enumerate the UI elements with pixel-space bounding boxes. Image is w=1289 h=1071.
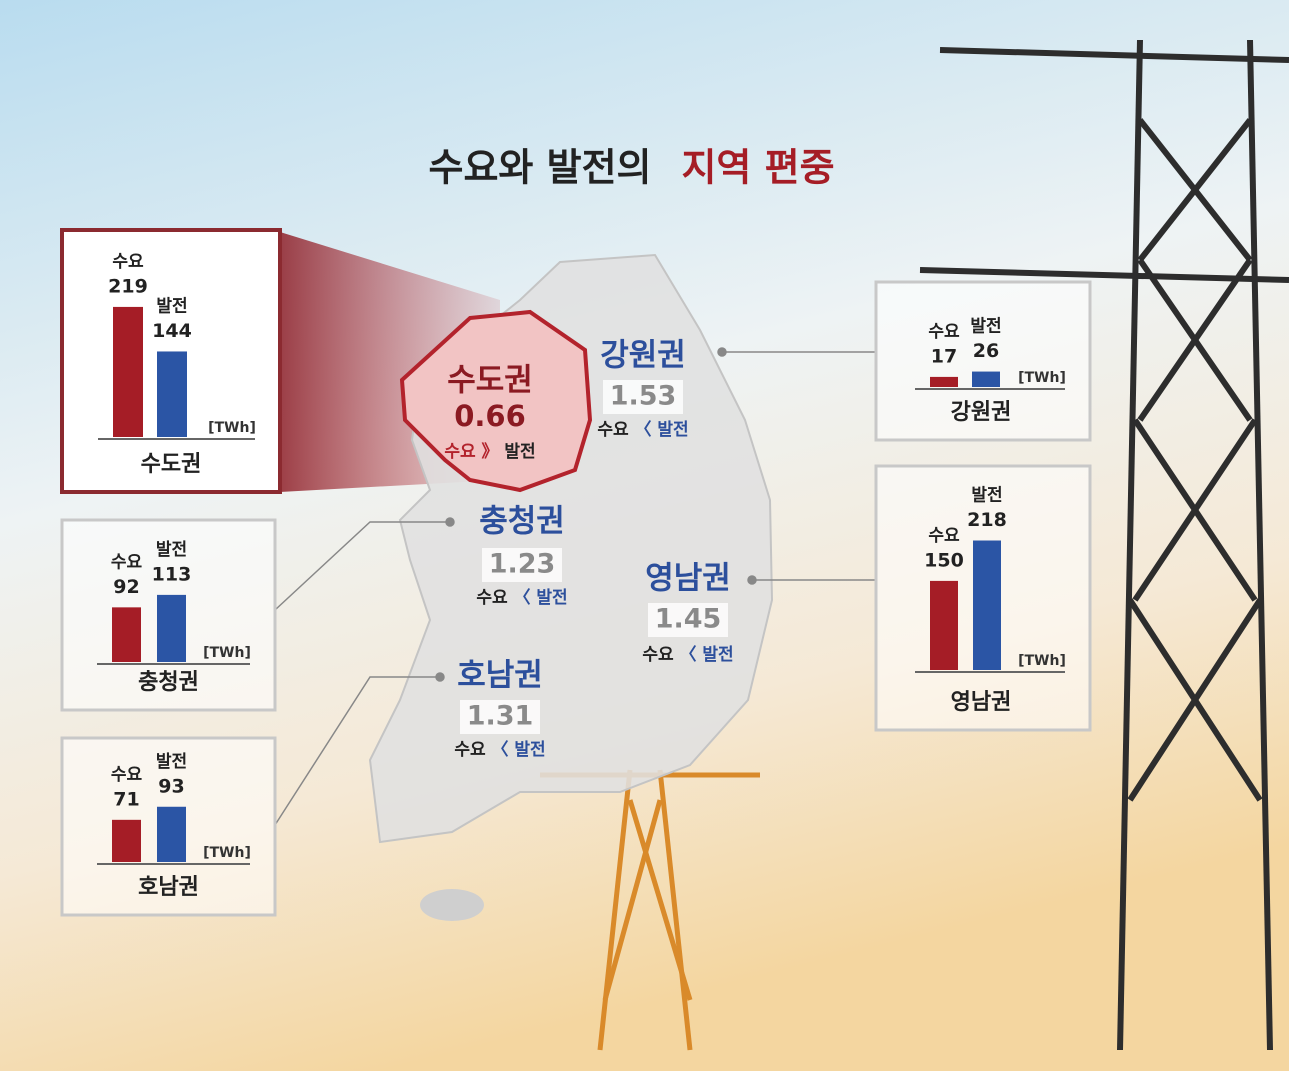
panel (874, 280, 1092, 442)
unit-label: [TWh] (203, 845, 251, 861)
value-label: 150 (924, 549, 964, 571)
relation-right: 발전 (514, 740, 545, 760)
region-name: 수도권 (447, 363, 533, 399)
category-label: 수요 (111, 552, 143, 572)
relation-right: 발전 (657, 420, 688, 440)
bar (112, 607, 141, 662)
panel-title: 호남권 (138, 875, 199, 900)
value-label: 113 (152, 563, 192, 585)
category-label: 발전 (970, 317, 1001, 337)
bar (930, 376, 958, 387)
region-name: 호남권 (457, 658, 543, 694)
panel-title: 충청권 (138, 670, 199, 695)
region-name: 영남권 (645, 561, 731, 597)
title-highlight: 지역 편중 (681, 146, 834, 190)
title: 수요와 발전의 (429, 146, 652, 190)
category-label: 수요 (111, 765, 143, 785)
value-label: 71 (113, 788, 139, 810)
relation-symbol: 》 (482, 441, 499, 462)
relation-left: 수요 (597, 420, 629, 440)
panel-title: 영남권 (951, 690, 1012, 715)
capital-region (399, 309, 593, 493)
region-name: 충청권 (479, 504, 565, 540)
relation-symbol: 〈 (514, 587, 531, 608)
value-label: 92 (113, 576, 139, 598)
category-label: 수요 (112, 252, 144, 272)
unit-label: [TWh] (203, 645, 251, 661)
relation-symbol: 〈 (635, 419, 652, 440)
bar (930, 580, 958, 670)
value-label: 26 (973, 340, 999, 362)
jeju (420, 889, 484, 921)
ratio-box (648, 603, 728, 637)
bar (157, 806, 186, 862)
relation-symbol: 〈 (492, 739, 509, 760)
bar (157, 594, 186, 662)
relation-left: 수요 (642, 645, 674, 665)
relation-left: 수요 (444, 442, 476, 462)
value-label: 144 (152, 320, 192, 342)
region-name: 강원권 (600, 338, 686, 374)
category-label: 발전 (156, 540, 187, 560)
unit-label: [TWh] (1018, 653, 1066, 669)
relation-right: 발전 (504, 442, 535, 462)
unit-label: [TWh] (1018, 370, 1066, 386)
ratio-box (460, 700, 540, 734)
category-label: 수요 (928, 526, 960, 546)
panel (874, 464, 1092, 732)
value-label: 17 (931, 345, 957, 367)
ratio-box (603, 380, 683, 414)
region-ratio: 1.23 (489, 549, 556, 580)
bar (113, 306, 143, 437)
relation-left: 수요 (454, 740, 486, 760)
category-label: 발전 (156, 752, 187, 772)
bar (112, 819, 141, 862)
panel-title: 강원권 (951, 400, 1012, 425)
relation-symbol: 〈 (680, 644, 697, 665)
value-label: 93 (158, 775, 184, 797)
ratio-box (482, 548, 562, 582)
bar (157, 351, 187, 437)
pylon (919, 39, 1289, 1051)
region-ratio: 1.31 (467, 701, 534, 732)
relation-right: 발전 (702, 645, 733, 665)
category-label: 수요 (928, 322, 960, 342)
region-ratio: 1.53 (610, 381, 677, 412)
panel-title: 수도권 (141, 452, 202, 477)
value-label: 219 (108, 275, 148, 297)
category-label: 발전 (971, 486, 1002, 506)
relation-left: 수요 (476, 588, 508, 608)
region-ratio: 0.66 (454, 399, 526, 433)
bar (972, 371, 1000, 387)
connectors (274, 347, 876, 826)
relation-right: 발전 (536, 588, 567, 608)
category-label: 발전 (156, 296, 187, 316)
bar (973, 540, 1001, 670)
region-ratio: 1.45 (655, 604, 722, 635)
unit-label: [TWh] (208, 420, 256, 436)
value-label: 218 (967, 509, 1007, 531)
